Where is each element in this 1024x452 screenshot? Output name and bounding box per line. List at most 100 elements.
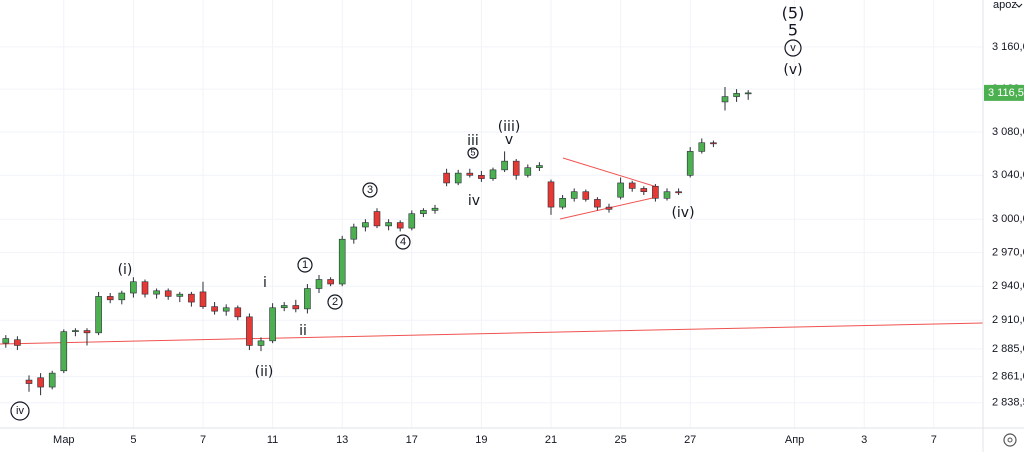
label-circle <box>327 294 343 310</box>
x-tick-label: 5 <box>130 434 136 446</box>
wave-label: 5 <box>788 21 798 40</box>
candle-body <box>14 339 21 346</box>
candle-body <box>292 305 300 310</box>
candle-body <box>37 377 44 388</box>
candle-body <box>733 93 740 97</box>
candle-body <box>547 181 555 208</box>
candle-body <box>721 96 729 103</box>
candle-body <box>675 191 682 194</box>
candle-body <box>454 172 462 184</box>
candle-body <box>698 142 706 152</box>
candle-body <box>246 316 253 346</box>
wave-label: 4 <box>400 236 406 248</box>
wave-label: (iii) <box>498 119 521 135</box>
candle-body <box>512 160 520 176</box>
x-tick-label: 11 <box>267 434 278 446</box>
wave-label: 5 <box>470 147 475 157</box>
settings-icon-center <box>1007 437 1013 443</box>
candle-body <box>25 379 33 384</box>
candle-body <box>710 142 717 145</box>
wave-label: iv <box>468 193 480 209</box>
candle-body <box>466 172 474 176</box>
candle-body <box>652 185 659 199</box>
y-tick-label: 2 970,0 <box>992 246 1024 258</box>
candle-body <box>663 191 671 199</box>
candle-body <box>594 199 601 208</box>
x-tick-label: 3 <box>861 434 867 446</box>
candle-body <box>95 296 102 334</box>
candle-body <box>582 191 590 200</box>
candle-body <box>222 307 230 312</box>
wave-label: (v) <box>783 62 802 78</box>
candle-body <box>141 281 149 295</box>
label-circle <box>10 401 30 421</box>
candle-body <box>617 182 624 198</box>
candle-body <box>153 290 160 295</box>
y-tick-label: 2 838,5 <box>992 397 1024 409</box>
candle-body <box>362 222 369 228</box>
wave-label: iii <box>467 133 479 149</box>
candle-body <box>640 188 648 193</box>
candle-body <box>315 279 323 289</box>
candle-body <box>188 293 195 303</box>
candle-body <box>48 372 56 388</box>
candle-body <box>559 198 566 208</box>
candle-body <box>130 281 137 294</box>
last-price-label: 3 116,5 <box>988 87 1024 99</box>
x-tick-label: Апр <box>785 434 804 446</box>
candle-body <box>304 288 311 310</box>
x-tick-label: 17 <box>406 434 418 446</box>
x-tick-label: Мар <box>53 434 75 446</box>
candle-body <box>2 338 10 344</box>
x-tick-label: 25 <box>614 434 626 446</box>
candle-body <box>164 290 172 297</box>
candle-body <box>118 292 126 301</box>
candle-body <box>536 165 543 168</box>
x-tick-label: 7 <box>200 434 206 446</box>
menu-caret <box>1015 3 1023 8</box>
candle-body <box>60 331 68 372</box>
candle-body <box>106 296 114 301</box>
candle-body <box>478 175 485 179</box>
label-circle <box>362 182 378 198</box>
candle-body <box>83 330 91 334</box>
candle-body <box>199 291 207 307</box>
wave-label: i <box>263 275 267 291</box>
candle-body <box>501 160 508 171</box>
scale-menu[interactable]: apoz <box>993 0 1017 11</box>
wave-label: v <box>505 132 513 148</box>
candle-body <box>257 340 265 346</box>
candle-body <box>176 293 184 297</box>
label-circle <box>297 257 313 273</box>
x-tick-label: 13 <box>336 434 348 446</box>
x-tick-label: 19 <box>475 434 487 446</box>
wave-label: v <box>790 42 796 54</box>
candle-body <box>431 207 439 211</box>
y-tick-label: 2 940,0 <box>992 280 1024 292</box>
candle-body <box>72 330 79 332</box>
candle-body <box>269 307 276 342</box>
y-tick-label: 2 885,0 <box>992 343 1024 355</box>
wave-label: 3 <box>367 184 373 196</box>
wave-label: (i) <box>118 262 133 278</box>
label-circle <box>395 234 411 250</box>
candle-body <box>373 211 381 227</box>
grid <box>0 0 983 428</box>
y-tick-label: 2 861,0 <box>992 370 1024 382</box>
candle-body <box>385 222 392 227</box>
triangle-line <box>562 157 658 188</box>
y-tick-label: 3 040,0 <box>992 169 1024 181</box>
y-tick-label: 3 080,0 <box>992 126 1024 138</box>
candle-body <box>605 206 613 210</box>
candle-body <box>338 238 346 285</box>
wave-label: 2 <box>332 296 338 308</box>
wave-label: iv <box>16 405 24 417</box>
candle-body <box>744 92 752 95</box>
wave-label: (ii) <box>255 364 274 380</box>
candle-body <box>396 222 404 229</box>
settings-icon[interactable] <box>1003 433 1017 447</box>
trend-line <box>0 322 984 345</box>
candle-body <box>327 279 334 285</box>
